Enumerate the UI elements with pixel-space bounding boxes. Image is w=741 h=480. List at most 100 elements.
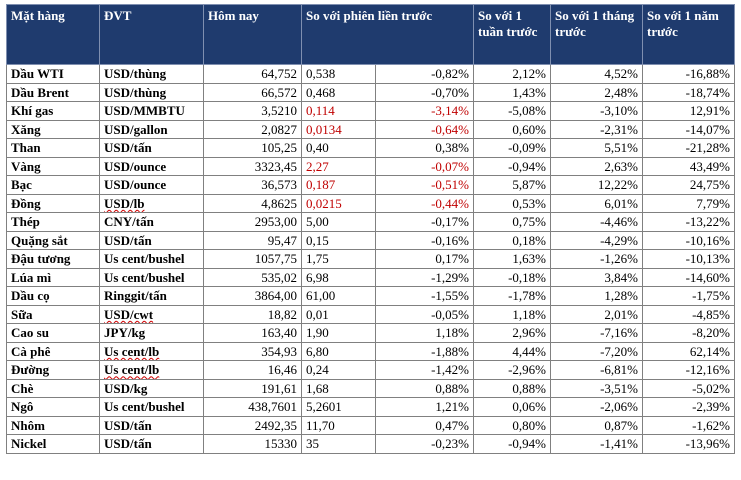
cell-change: 11,70: [301, 415, 376, 435]
cell-unit: Us cent/lb: [99, 360, 204, 380]
cell-vs-year: -14,60%: [642, 267, 735, 287]
commodity-table-wrapper: Mặt hàng ĐVT Hôm nay So với phiên liền t…: [6, 4, 735, 454]
cell-vs-month: -1,26%: [550, 249, 643, 269]
header-commodity: Mặt hàng: [6, 4, 100, 65]
cell-change-pct: -0,23%: [375, 434, 474, 454]
cell-unit: CNY/tấn: [99, 212, 204, 232]
cell-vs-year: 24,75%: [642, 175, 735, 195]
cell-change: 1,68: [301, 378, 376, 398]
cell-unit: USD/tấn: [99, 230, 204, 250]
cell-vs-month: 2,63%: [550, 156, 643, 176]
cell-vs-year: 43,49%: [642, 156, 735, 176]
cell-vs-week: 0,06%: [473, 397, 551, 417]
cell-vs-month: 3,84%: [550, 267, 643, 287]
cell-vs-month: 2,01%: [550, 304, 643, 324]
cell-vs-month: -3,10%: [550, 101, 643, 121]
cell-vs-year: -2,39%: [642, 397, 735, 417]
cell-today: 2,0827: [203, 119, 302, 139]
table-row: Xăng USD/gallon 2,0827 0,0134 -0,64% 0,60% -2,…: [6, 119, 735, 139]
cell-vs-year: -12,16%: [642, 360, 735, 380]
cell-unit: USD/thùng: [99, 82, 204, 102]
cell-today: 535,02: [203, 267, 302, 287]
cell-vs-week: -2,96%: [473, 360, 551, 380]
cell-vs-week: -1,78%: [473, 286, 551, 306]
cell-change: 0,15: [301, 230, 376, 250]
cell-vs-week: 2,96%: [473, 323, 551, 343]
cell-unit: USD/gallon: [99, 119, 204, 139]
cell-change-pct: -1,55%: [375, 286, 474, 306]
cell-change-pct: -0,82%: [375, 64, 474, 84]
cell-vs-week: 1,18%: [473, 304, 551, 324]
cell-vs-month: 12,22%: [550, 175, 643, 195]
table-row: Vàng USD/ounce 3323,45 2,27 -0,07% -0,94% 2,63…: [6, 156, 735, 176]
cell-change: 0,468: [301, 82, 376, 102]
cell-commodity: Chè: [6, 378, 100, 398]
table-row: Lúa mì Us cent/bushel 535,02 6,98 -1,29% -0,1…: [6, 267, 735, 287]
cell-commodity: Ngô: [6, 397, 100, 417]
cell-vs-month: -7,20%: [550, 341, 643, 361]
table-row: Nhôm USD/tấn 2492,35 11,70 0,47% 0,80% 0,87% -1…: [6, 415, 735, 435]
cell-unit: USD/ounce: [99, 156, 204, 176]
cell-commodity: Vàng: [6, 156, 100, 176]
cell-vs-year: -14,07%: [642, 119, 735, 139]
cell-unit: Ringgit/tấn: [99, 286, 204, 306]
table-row: Quặng sắt USD/tấn 95,47 0,15 -0,16% 0,18% -4,2…: [6, 230, 735, 250]
cell-today: 66,572: [203, 82, 302, 102]
commodity-price-table: Mặt hàng ĐVT Hôm nay So với phiên liền t…: [6, 4, 735, 454]
cell-vs-week: -0,18%: [473, 267, 551, 287]
table-row: Đường Us cent/lb 16,46 0,24 -1,42% -2,96% -6,8…: [6, 360, 735, 380]
cell-change: 6,80: [301, 341, 376, 361]
table-row: Đậu tương Us cent/bushel 1057,75 1,75 0,17% 1…: [6, 249, 735, 269]
cell-commodity: Cao su: [6, 323, 100, 343]
cell-change: 0,114: [301, 101, 376, 121]
cell-unit: USD/tấn: [99, 434, 204, 454]
cell-change-pct: 0,88%: [375, 378, 474, 398]
cell-vs-year: -13,22%: [642, 212, 735, 232]
cell-vs-week: 2,12%: [473, 64, 551, 84]
cell-today: 4,8625: [203, 193, 302, 213]
table-row: Bạc USD/ounce 36,573 0,187 -0,51% 5,87% 12,22%…: [6, 175, 735, 195]
cell-change-pct: -0,16%: [375, 230, 474, 250]
cell-vs-month: 2,48%: [550, 82, 643, 102]
cell-change: 1,75: [301, 249, 376, 269]
cell-commodity: Bạc: [6, 175, 100, 195]
cell-vs-week: 0,60%: [473, 119, 551, 139]
cell-change-pct: 1,21%: [375, 397, 474, 417]
cell-unit: USD/lb: [99, 193, 204, 213]
cell-vs-year: -18,74%: [642, 82, 735, 102]
cell-today: 438,7601: [203, 397, 302, 417]
cell-vs-week: -0,09%: [473, 138, 551, 158]
cell-vs-month: 4,52%: [550, 64, 643, 84]
cell-vs-year: -5,02%: [642, 378, 735, 398]
header-vs-week: So với 1 tuần trước: [473, 4, 551, 65]
table-row: Thép CNY/tấn 2953,00 5,00 -0,17% 0,75% -4,46% -…: [6, 212, 735, 232]
cell-change-pct: -0,64%: [375, 119, 474, 139]
cell-vs-month: -3,51%: [550, 378, 643, 398]
cell-today: 2953,00: [203, 212, 302, 232]
cell-vs-month: -7,16%: [550, 323, 643, 343]
cell-change: 0,187: [301, 175, 376, 195]
cell-vs-year: 62,14%: [642, 341, 735, 361]
cell-commodity: Thép: [6, 212, 100, 232]
cell-change: 1,90: [301, 323, 376, 343]
cell-change: 5,00: [301, 212, 376, 232]
cell-unit: USD/MMBTU: [99, 101, 204, 121]
cell-change: 5,2601: [301, 397, 376, 417]
cell-today: 18,82: [203, 304, 302, 324]
cell-commodity: Dầu Brent: [6, 82, 100, 102]
cell-unit: Us cent/lb: [99, 341, 204, 361]
cell-vs-week: -5,08%: [473, 101, 551, 121]
cell-vs-week: 1,43%: [473, 82, 551, 102]
cell-vs-year: -21,28%: [642, 138, 735, 158]
cell-unit: USD/tấn: [99, 138, 204, 158]
cell-change-pct: -1,42%: [375, 360, 474, 380]
cell-commodity: Cà phê: [6, 341, 100, 361]
table-row: Cà phê Us cent/lb 354,93 6,80 -1,88% 4,44% -7,…: [6, 341, 735, 361]
cell-vs-week: 5,87%: [473, 175, 551, 195]
header-vs-month: So với 1 tháng trước: [550, 4, 643, 65]
table-row: Dầu cọ Ringgit/tấn 3864,00 61,00 -1,55% -1,78…: [6, 286, 735, 306]
cell-vs-year: -10,16%: [642, 230, 735, 250]
table-row: Than USD/tấn 105,25 0,40 0,38% -0,09% 5,51% -21…: [6, 138, 735, 158]
cell-vs-week: 0,80%: [473, 415, 551, 435]
cell-change-pct: 0,17%: [375, 249, 474, 269]
